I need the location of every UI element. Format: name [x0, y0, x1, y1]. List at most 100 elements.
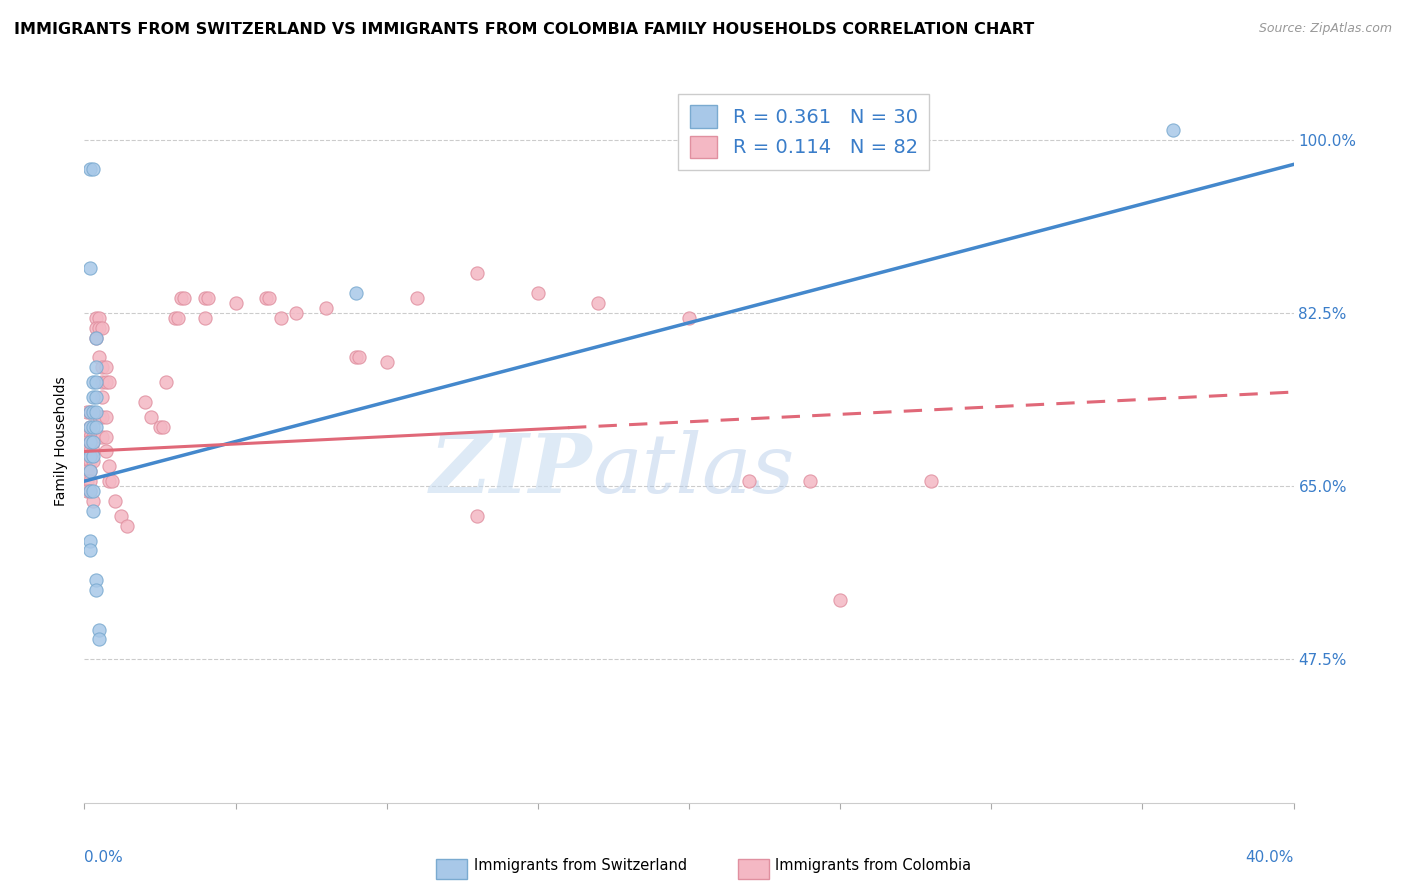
Point — [82, 494, 104, 508]
Point — [91, 360, 114, 375]
Point — [76, 474, 98, 488]
Point — [82, 434, 104, 449]
Point — [254, 291, 277, 305]
Point — [349, 351, 371, 365]
Point — [79, 419, 101, 434]
Point — [315, 301, 337, 315]
Point — [257, 291, 280, 305]
Point — [79, 429, 101, 443]
Point — [97, 474, 120, 488]
Point — [76, 483, 98, 498]
Point — [86, 330, 108, 344]
Point — [86, 330, 108, 344]
Point — [134, 395, 156, 409]
Point — [82, 483, 104, 498]
Point — [86, 320, 108, 334]
Point — [94, 375, 117, 389]
Point — [79, 261, 101, 276]
Point — [79, 450, 101, 464]
Point — [799, 474, 821, 488]
Point — [167, 310, 190, 325]
Point — [152, 419, 174, 434]
Point — [1161, 122, 1184, 136]
Text: IMMIGRANTS FROM SWITZERLAND VS IMMIGRANTS FROM COLOMBIA FAMILY HOUSEHOLDS CORREL: IMMIGRANTS FROM SWITZERLAND VS IMMIGRANT… — [14, 22, 1035, 37]
Point — [197, 291, 219, 305]
Point — [79, 474, 101, 488]
Point — [76, 464, 98, 478]
Point — [920, 474, 942, 488]
Point — [91, 429, 114, 443]
Point — [830, 593, 852, 607]
Point — [79, 162, 101, 177]
Text: Immigrants from Colombia: Immigrants from Colombia — [775, 858, 970, 872]
Point — [94, 429, 117, 443]
Point — [165, 310, 187, 325]
Point — [97, 375, 120, 389]
Point — [76, 434, 98, 449]
Point — [82, 454, 104, 468]
Point — [170, 291, 193, 305]
Point — [194, 291, 217, 305]
Point — [97, 459, 120, 474]
Point — [86, 573, 108, 587]
Point — [527, 286, 550, 301]
Point — [79, 405, 101, 419]
Point — [86, 405, 108, 419]
Point — [86, 310, 108, 325]
Point — [467, 508, 489, 523]
Point — [82, 434, 104, 449]
Point — [79, 464, 101, 478]
Point — [82, 405, 104, 419]
Point — [79, 434, 101, 449]
Point — [89, 623, 111, 637]
Point — [89, 320, 111, 334]
Point — [94, 409, 117, 424]
Point — [82, 450, 104, 464]
Point — [155, 375, 177, 389]
Point — [91, 409, 114, 424]
Point — [89, 351, 111, 365]
Point — [79, 464, 101, 478]
Point — [86, 419, 108, 434]
Point — [91, 390, 114, 404]
Point — [76, 405, 98, 419]
Point — [104, 494, 127, 508]
Point — [76, 429, 98, 443]
Text: 0.0%: 0.0% — [84, 850, 124, 864]
Point — [375, 355, 398, 369]
Point — [285, 306, 308, 320]
Point — [82, 390, 104, 404]
Text: ZIP: ZIP — [430, 431, 592, 510]
Point — [82, 444, 104, 458]
Point — [91, 375, 114, 389]
Text: atlas: atlas — [592, 431, 794, 510]
Point — [91, 320, 114, 334]
Point — [76, 454, 98, 468]
Text: Source: ZipAtlas.com: Source: ZipAtlas.com — [1258, 22, 1392, 36]
Point — [79, 444, 101, 458]
Point — [173, 291, 195, 305]
Point — [82, 375, 104, 389]
Point — [79, 419, 101, 434]
Point — [79, 483, 101, 498]
Point — [346, 286, 368, 301]
Point — [79, 543, 101, 558]
Point — [588, 296, 610, 310]
Point — [82, 429, 104, 443]
Point — [270, 310, 292, 325]
Legend: R = 0.361   N = 30, R = 0.114   N = 82: R = 0.361 N = 30, R = 0.114 N = 82 — [678, 94, 929, 169]
Point — [678, 310, 700, 325]
Point — [467, 266, 489, 280]
Point — [79, 405, 101, 419]
Text: 40.0%: 40.0% — [1246, 850, 1294, 864]
Point — [86, 390, 108, 404]
Point — [82, 504, 104, 518]
Point — [94, 360, 117, 375]
Point — [86, 375, 108, 389]
Point — [738, 474, 761, 488]
Point — [76, 444, 98, 458]
Point — [115, 518, 138, 533]
Point — [89, 632, 111, 647]
Point — [79, 454, 101, 468]
Point — [225, 296, 247, 310]
